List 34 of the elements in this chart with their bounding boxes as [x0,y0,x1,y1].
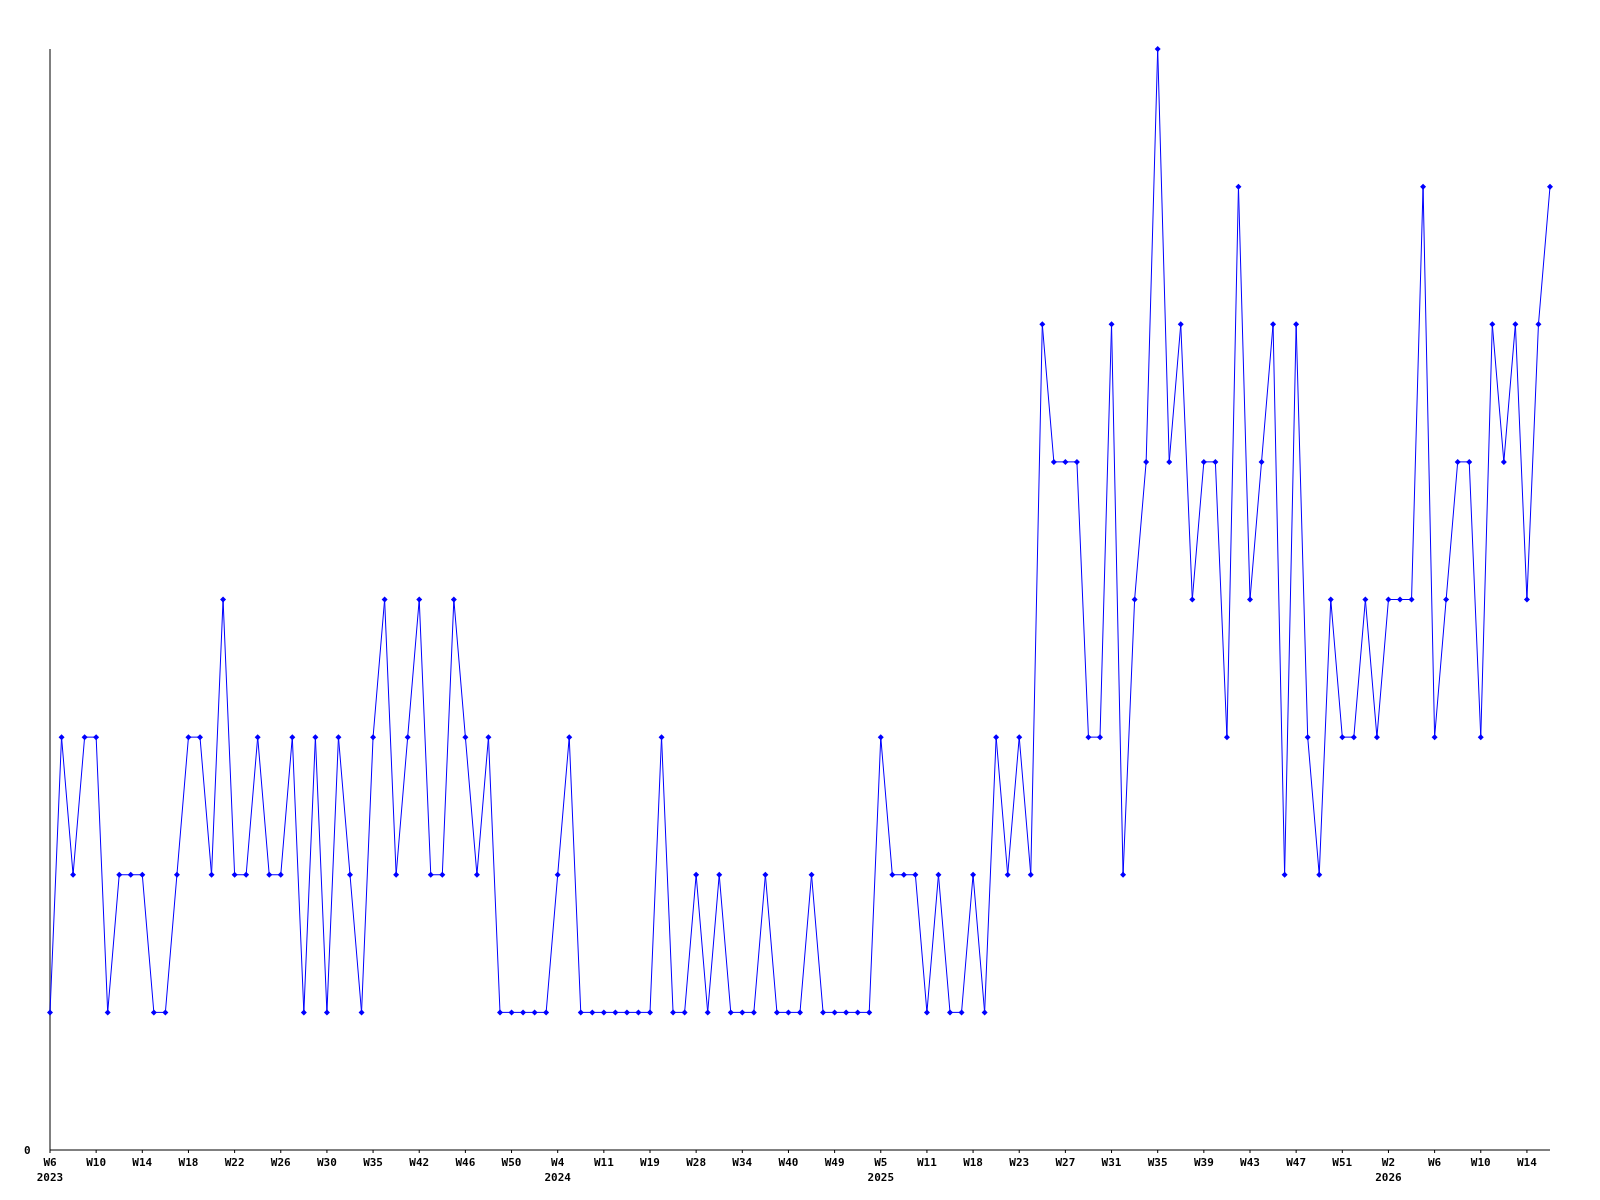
x-tick-label: W6 2023 [36,1156,64,1184]
x-tick-label: W31 [1101,1156,1122,1169]
x-tick-label: W42 [409,1156,430,1169]
x-tick-label: W11 [593,1156,615,1169]
x-tick-label: W50 [501,1156,522,1169]
x-tick-label: W23 [1009,1156,1030,1169]
x-tick-label: W40 [778,1156,799,1169]
x-tick-label: W35 [1147,1156,1168,1169]
x-tick-label: W26 [270,1156,292,1169]
x-tick-label: W10 [86,1156,107,1169]
x-tick-label: W34 [732,1156,753,1169]
x-tick-label: W18 [963,1156,984,1169]
x-tick-label: W22 [224,1156,245,1169]
x-tick-label: W4 2024 [544,1156,572,1184]
text: 0 [24,1144,31,1157]
x-tick-label: W30 [316,1156,337,1169]
x-tick-label: W11 [916,1156,938,1169]
x-tick-label: W18 [178,1156,199,1169]
x-tick-label: W46 [455,1156,476,1169]
x-tick-label: W6 [1427,1156,1442,1169]
x-tick-label: W27 [1055,1156,1076,1169]
x-tick-label: W19 [640,1156,660,1169]
x-tick-label: W51 [1332,1156,1353,1169]
x-tick-label: W14 [1516,1156,1538,1169]
x-tick-label: W5 2025 [867,1156,895,1184]
x-tick-label: W2 2026 [1375,1156,1403,1184]
x-tick-label: W35 [363,1156,384,1169]
x-tick-label: W47 [1286,1156,1307,1169]
x-tick-label: W49 [824,1156,845,1169]
x-tick-label: W28 [686,1156,707,1169]
x-tick-label: W14 [132,1156,153,1169]
x-tick-label: W10 [1470,1156,1491,1169]
x-tick-label: W43 [1240,1156,1260,1169]
x-tick-label: W39 [1193,1156,1214,1169]
